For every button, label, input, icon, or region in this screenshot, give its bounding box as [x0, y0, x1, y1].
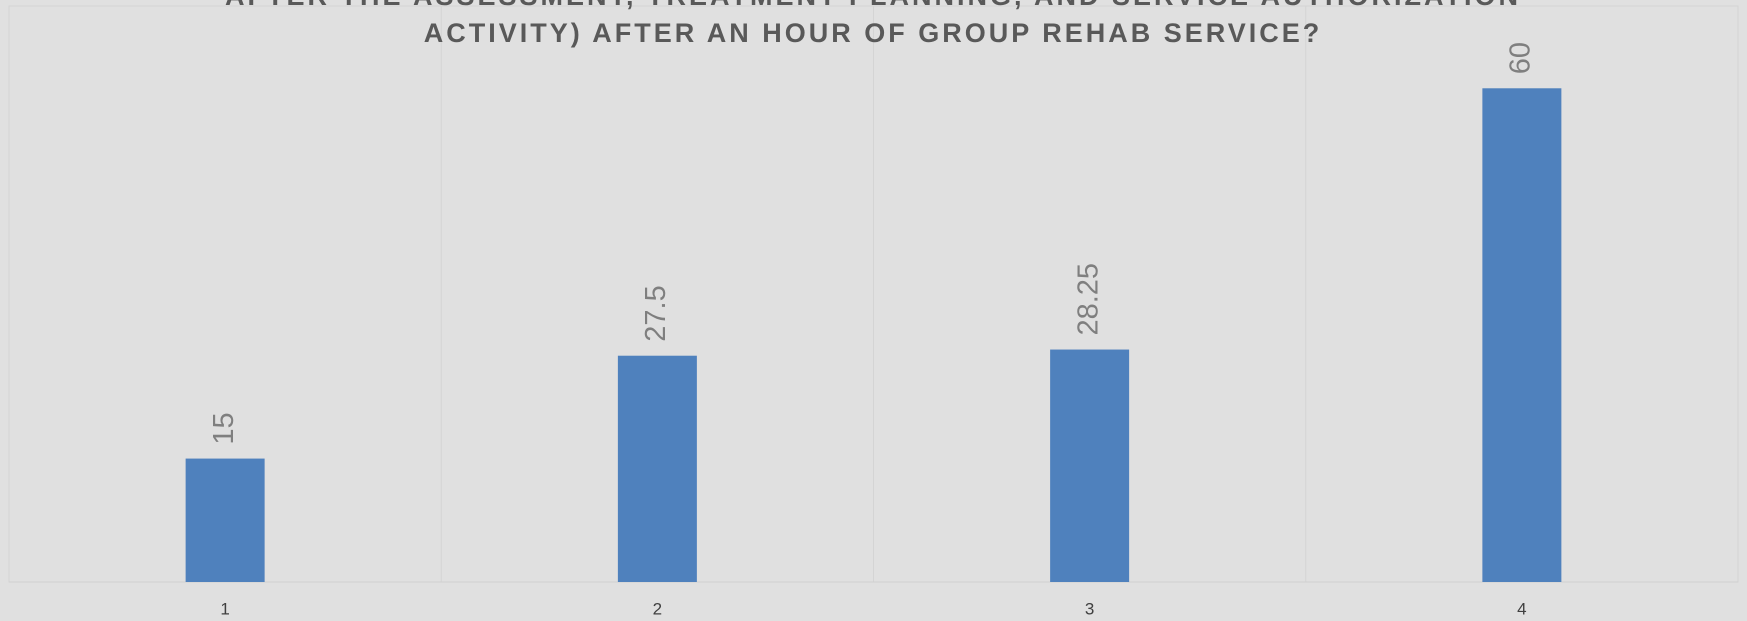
data-label: 28.25	[1072, 263, 1104, 336]
chart-title: ACTIVITY) AFTER AN HOUR OF GROUP REHAB S…	[424, 18, 1323, 48]
bar	[1482, 88, 1562, 583]
x-tick-label: 4	[1517, 599, 1526, 618]
chart-title: AFTER THE ASSESSMENT, TREATMENT PLANNING…	[225, 0, 1521, 11]
x-tick-label: 2	[653, 599, 662, 618]
bar	[1050, 349, 1130, 582]
bar	[617, 355, 697, 582]
data-label: 15	[208, 412, 240, 444]
data-label: 60	[1505, 42, 1537, 74]
data-label: 27.5	[640, 285, 672, 341]
bar	[185, 458, 265, 582]
x-tick-label: 3	[1085, 599, 1094, 618]
x-tick-label: 1	[220, 599, 229, 618]
